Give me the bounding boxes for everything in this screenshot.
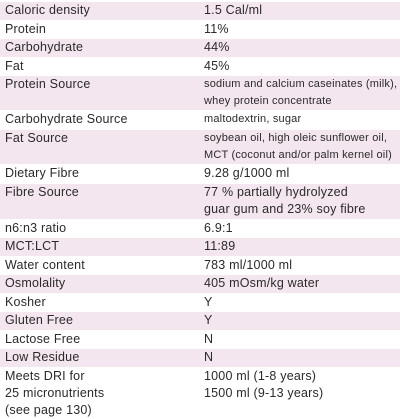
- row-label: Gluten Free: [0, 312, 202, 330]
- row-label-line: Protein Source: [5, 77, 91, 91]
- row-value-line: N: [204, 350, 214, 365]
- row-value-line: 44%: [204, 40, 230, 54]
- row-value-line: maltodextrin, sugar: [204, 113, 302, 126]
- row-value: 1.5 Cal/ml: [202, 2, 400, 20]
- row-value: 45%: [202, 58, 400, 76]
- row-value: 44%: [202, 39, 400, 57]
- row-label-line: Carbohydrate Source: [5, 112, 128, 127]
- row-label-line: Dietary Fibre: [5, 166, 80, 181]
- row-label-line: 25 micronutrients: [5, 385, 105, 400]
- row-value: maltodextrin, sugar: [202, 111, 400, 129]
- row-label: Meets DRI for 25 micronutrients (see page …: [0, 368, 202, 419]
- row-label: Lactose Free: [0, 331, 202, 349]
- row-value: 11%: [202, 21, 400, 39]
- row-label: Caloric density: [0, 2, 202, 20]
- table-row-low-residue: Low Residue N: [0, 348, 400, 367]
- row-value-line: whey protein concentrate: [204, 95, 332, 108]
- row-value-line: sodium and calcium caseinates (milk),: [204, 78, 398, 90]
- row-label: n6:n3 ratio: [0, 220, 202, 238]
- table-row-osmolality: Osmolality 405 mOsm/kg water: [0, 274, 400, 293]
- row-label-line: Fat Source: [5, 130, 69, 145]
- row-value-line: 11:89: [204, 239, 236, 254]
- row-value-line: 11%: [204, 21, 229, 36]
- row-value-line: 45%: [204, 58, 230, 73]
- row-value: 11:89: [202, 238, 400, 256]
- table-row-dietary-fibre: Dietary Fibre 9.28 g/1000 ml: [0, 164, 400, 183]
- row-label-line: Caloric density: [5, 3, 90, 17]
- row-value-line: 1.5 Cal/ml: [204, 3, 263, 17]
- table-row-mct-lct: MCT:LCT 11:89: [0, 237, 400, 256]
- row-value-line: 9.28 g/1000 ml: [204, 166, 290, 181]
- row-value: soybean oil, high oleic sunflower oil, MC…: [202, 130, 400, 164]
- row-label-line: Gluten Free: [5, 313, 74, 328]
- row-label: Kosher: [0, 294, 202, 312]
- row-value: Y: [202, 294, 400, 312]
- row-label: Protein: [0, 21, 202, 39]
- row-value-line: 1500 ml (9-13 years): [204, 385, 324, 400]
- row-label-line: Fibre Source: [5, 184, 79, 199]
- row-value: 1000 ml (1-8 years) 1500 ml (9-13 years): [202, 368, 400, 419]
- row-label: Low Residue: [0, 349, 202, 367]
- table-row-carbohydrate: Carbohydrate 44%: [0, 38, 400, 57]
- table-row-meets-dri-for: Meets DRI for 25 micronutrients (see page …: [0, 366, 400, 419]
- table-row-fat: Fat 45%: [0, 56, 400, 76]
- table-row-fat-source: Fat Source soybean oil, high oleic sunflo…: [0, 128, 400, 165]
- row-label: Carbohydrate: [0, 39, 202, 57]
- row-label: Carbohydrate Source: [0, 111, 202, 129]
- row-value-line: 405 mOsm/kg water: [204, 276, 320, 291]
- row-label-line: Protein: [5, 21, 47, 36]
- row-label-line: Carbohydrate: [5, 40, 84, 54]
- row-label-line: Meets DRI for: [5, 368, 85, 383]
- row-label: Dietary Fibre: [0, 165, 202, 183]
- row-label: Fat Source: [0, 130, 202, 164]
- table-row-gluten-free: Gluten Free Y: [0, 311, 400, 330]
- row-value-line: guar gum and 23% soy fibre: [204, 202, 366, 217]
- row-label: Water content: [0, 257, 202, 275]
- row-value-line: soybean oil, high oleic sunflower oil,: [204, 131, 388, 144]
- row-value-line: Y: [204, 313, 213, 328]
- table-row-protein-source: Protein Source sodium and calcium caseina…: [0, 75, 400, 111]
- row-label-line: (see page 130): [5, 402, 92, 417]
- row-label: Fibre Source: [0, 184, 202, 219]
- table-row-lactose-free: Lactose Free N: [0, 329, 400, 349]
- row-value: 9.28 g/1000 ml: [202, 165, 400, 183]
- row-label-line: Kosher: [5, 294, 46, 309]
- row-value-line: N: [204, 331, 214, 346]
- row-value: sodium and calcium caseinates (milk), whe…: [202, 76, 400, 110]
- row-value: Y: [202, 312, 400, 330]
- row-value: N: [202, 349, 400, 367]
- row-value-line: MCT (coconut and/or palm kernel oil): [204, 149, 392, 162]
- row-value: 405 mOsm/kg water: [202, 275, 400, 293]
- row-label: MCT:LCT: [0, 238, 202, 256]
- table-row-kosher: Kosher Y: [0, 292, 400, 312]
- row-label-line: Fat: [5, 58, 24, 73]
- row-value-line: 1000 ml (1-8 years): [204, 368, 317, 383]
- row-label: Osmolality: [0, 275, 202, 293]
- table-row-caloric-density: Caloric density 1.5 Cal/ml: [0, 2, 400, 20]
- row-value-line: Y: [204, 294, 213, 309]
- row-label-line: Low Residue: [5, 350, 80, 365]
- row-value-line: 6.9:1: [204, 220, 233, 235]
- row-label-line: Osmolality: [5, 276, 66, 291]
- row-value: N: [202, 331, 400, 349]
- row-label-line: Lactose Free: [5, 331, 81, 346]
- row-value-line: 77 % partially hydrolyzed: [204, 184, 348, 199]
- table-row-water-content: Water content 783 ml/1000 ml: [0, 255, 400, 275]
- row-label: Protein Source: [0, 76, 202, 110]
- table-row-carbohydrate-source: Carbohydrate Source maltodextrin, sugar: [0, 110, 400, 129]
- row-label-line: MCT:LCT: [5, 239, 60, 254]
- table-row-n6-n3-ratio: n6:n3 ratio 6.9:1: [0, 218, 400, 238]
- row-label: Fat: [0, 58, 202, 76]
- row-value: 77 % partially hydrolyzed guar gum and 23…: [202, 184, 400, 219]
- table-row-fibre-source: Fibre Source 77 % partially hydrolyzed gua…: [0, 182, 400, 219]
- table-row-protein: Protein 11%: [0, 19, 400, 39]
- row-label-line: Water content: [5, 257, 85, 272]
- row-value: 6.9:1: [202, 220, 400, 238]
- row-value-line: 783 ml/1000 ml: [204, 257, 293, 272]
- row-label-line: n6:n3 ratio: [5, 220, 67, 235]
- row-value: 783 ml/1000 ml: [202, 257, 400, 275]
